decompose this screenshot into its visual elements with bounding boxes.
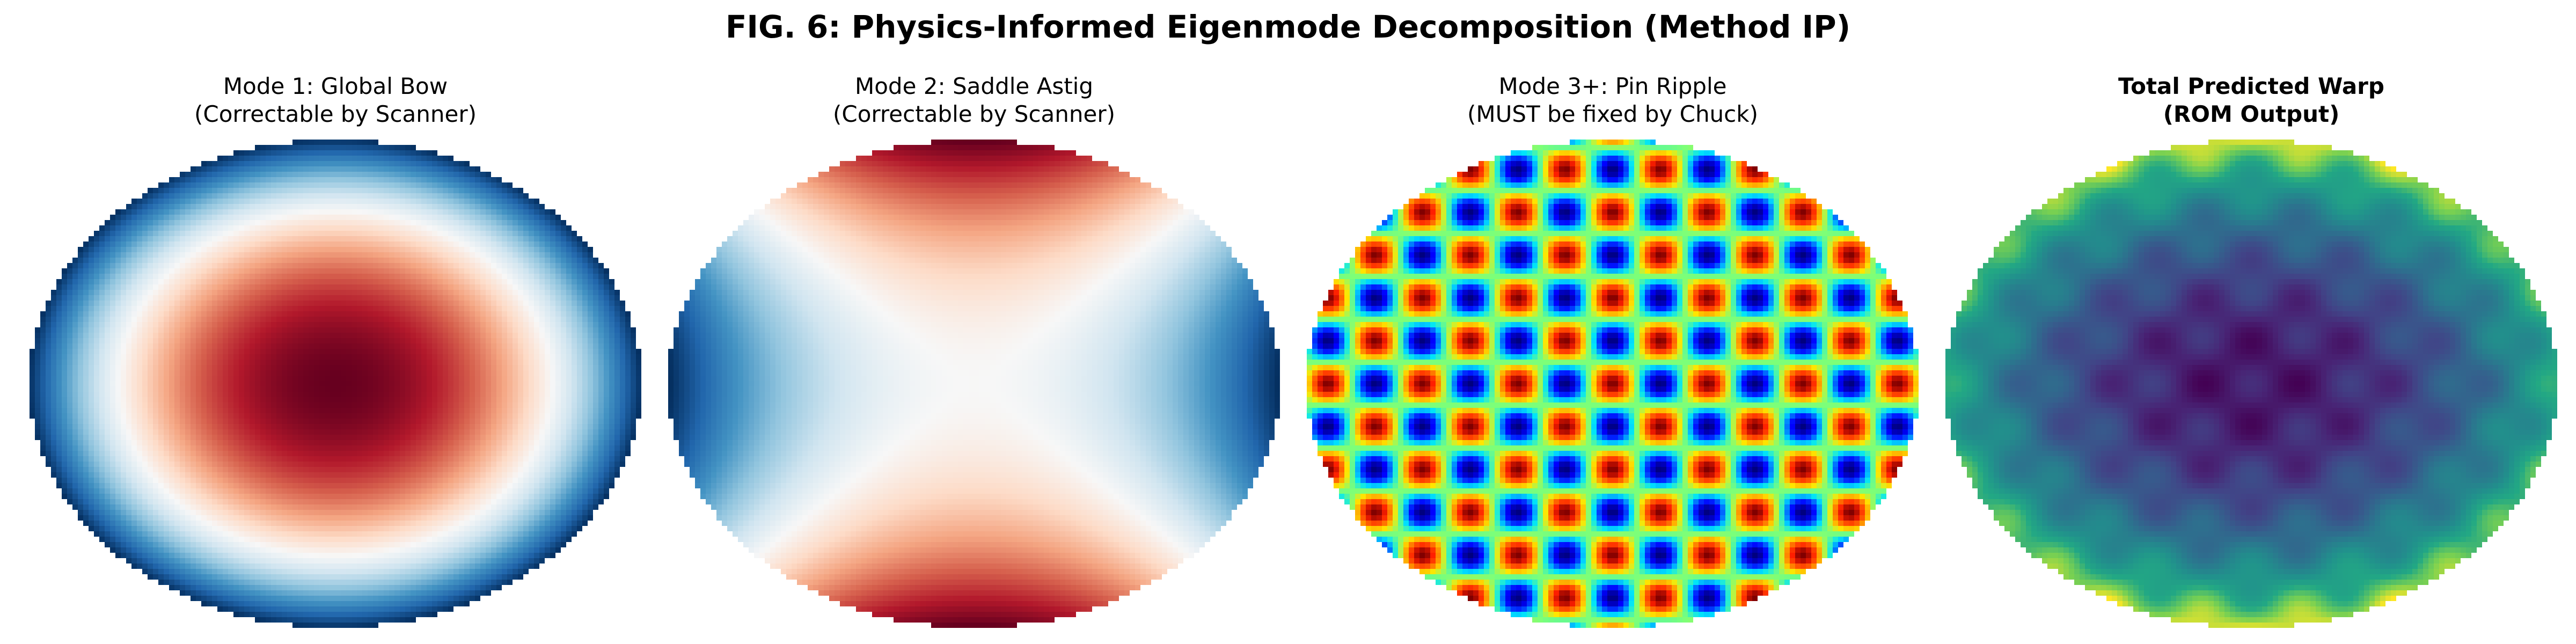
panel-title: Total Predicted Warp (ROM Output) [1945, 72, 2557, 128]
panel-title: Mode 2: Saddle Astig (Correctable by Sca… [668, 72, 1280, 128]
panel-title-line2: (MUST be fixed by Chuck) [1467, 101, 1758, 127]
total-warp-heatmap [1945, 140, 2557, 628]
panel-title-line2: (ROM Output) [2163, 101, 2340, 127]
panel-total-predicted-warp: Total Predicted Warp (ROM Output) [1945, 72, 2557, 628]
mode1-heatmap [30, 140, 641, 628]
mode2-heatmap [668, 140, 1280, 628]
panel-title-line1: Total Predicted Warp [2118, 73, 2384, 99]
panel-mode3-pin-ripple: Mode 3+: Pin Ripple (MUST be fixed by Ch… [1307, 72, 1919, 628]
panel-title: Mode 1: Global Bow (Correctable by Scann… [30, 72, 641, 128]
panel-title-line1: Mode 2: Saddle Astig [855, 73, 1093, 99]
panel-title-line1: Mode 1: Global Bow [223, 73, 448, 99]
panel-title: Mode 3+: Pin Ripple (MUST be fixed by Ch… [1307, 72, 1919, 128]
panel-title-line2: (Correctable by Scanner) [194, 101, 477, 127]
figure-title: FIG. 6: Physics-Informed Eigenmode Decom… [725, 9, 1851, 45]
panel-title-line2: (Correctable by Scanner) [832, 101, 1116, 127]
panel-mode2-saddle-astig: Mode 2: Saddle Astig (Correctable by Sca… [668, 72, 1280, 628]
panel-mode1-global-bow: Mode 1: Global Bow (Correctable by Scann… [30, 72, 641, 628]
panel-title-line1: Mode 3+: Pin Ripple [1498, 73, 1727, 99]
mode3-heatmap [1307, 140, 1919, 628]
